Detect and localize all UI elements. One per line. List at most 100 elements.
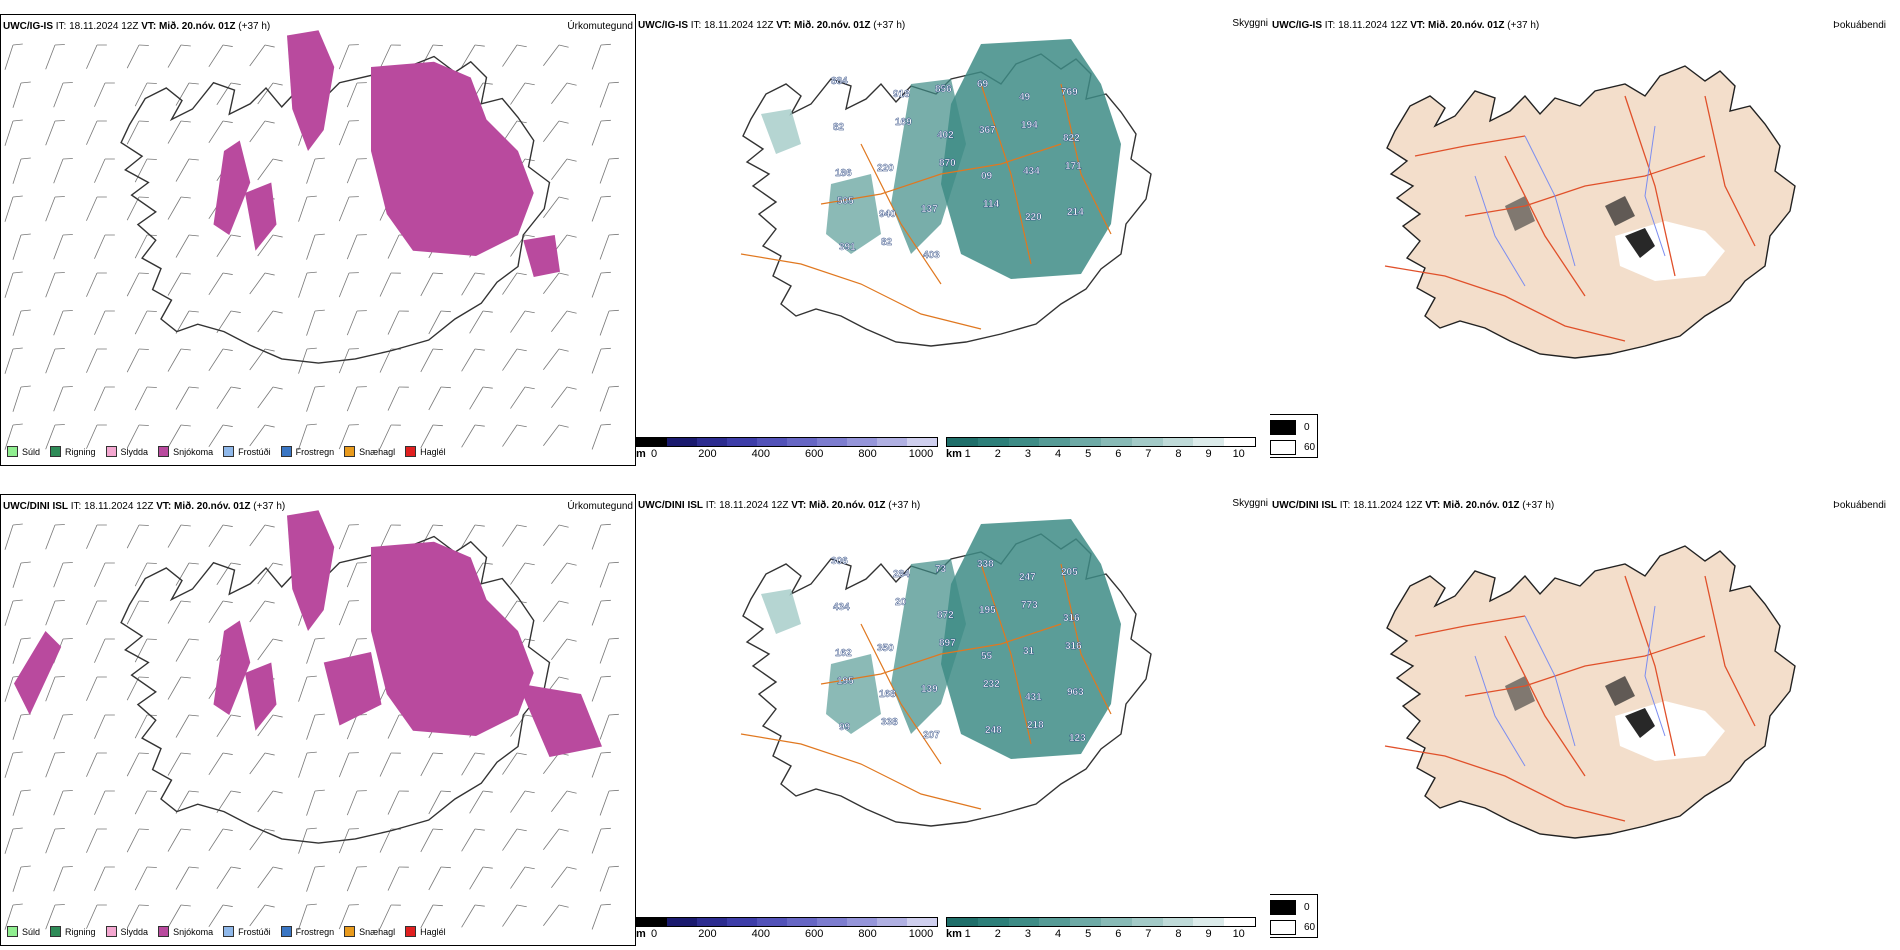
wind-barb-staff	[4, 828, 14, 854]
wind-barb	[94, 638, 115, 663]
snow-area	[244, 182, 277, 251]
wind-barb-flag	[474, 828, 485, 831]
wind-barb	[134, 158, 157, 183]
colorbar-bin	[727, 438, 757, 446]
wind-barb	[591, 827, 611, 854]
wind-barb-staff	[134, 866, 148, 891]
wind-barb-staff	[216, 386, 232, 410]
wind-barb	[167, 524, 191, 548]
wind-barb	[12, 81, 31, 108]
wind-barb-staff	[461, 828, 476, 852]
legend-swatch	[223, 446, 235, 457]
wind-barb-flag	[180, 348, 191, 351]
wind-barb-flag	[264, 348, 275, 352]
wind-barb	[510, 310, 535, 333]
wind-barb-flag	[54, 44, 65, 46]
wind-barb	[510, 386, 535, 409]
wind-barb-flag	[348, 904, 359, 906]
wind-barb-flag	[138, 348, 149, 350]
ceiling-label: 884	[831, 76, 848, 87]
wind-barb-flag	[20, 157, 31, 160]
panel-type-label: Þokuábendi	[1833, 500, 1886, 511]
wind-barb-staff	[45, 120, 56, 146]
wind-barb	[86, 44, 107, 69]
wind-barb	[257, 866, 283, 889]
wind-barb-flag	[516, 828, 527, 832]
visibility-colorbar-ticks: km 1 2 3 4 5 6 7 8 9 10	[946, 447, 1256, 461]
wind-barb	[249, 600, 275, 623]
wind-barb	[86, 752, 107, 777]
wind-barb	[338, 44, 359, 70]
fog-legend-row: 0	[1270, 900, 1310, 915]
ceiling-colorbar-ticks: m 0 200 400 600 800 1000	[636, 447, 938, 461]
precip-map	[4, 30, 619, 450]
snow-area	[244, 662, 277, 731]
wind-barb	[86, 196, 107, 221]
wind-barb	[599, 309, 619, 336]
colorbar-tick: 3	[1024, 448, 1031, 460]
colorbar-tick: 200	[698, 928, 717, 940]
wind-barb	[257, 386, 283, 409]
wind-barb-staff	[591, 524, 602, 550]
legend-swatch	[158, 446, 170, 457]
wind-barb-flag	[104, 158, 115, 160]
wind-barb	[599, 713, 619, 740]
legend-swatch	[105, 926, 117, 937]
wind-barb-staff	[249, 120, 266, 143]
wind-barb-flag	[180, 828, 191, 831]
wind-barb-flag	[600, 195, 611, 198]
wind-barb-flag	[306, 903, 317, 906]
wind-barb-staff	[591, 752, 602, 778]
wind-barb	[4, 751, 23, 778]
wind-barb-flag	[356, 790, 367, 792]
wind-barb-staff	[306, 234, 316, 260]
wind-barb-flag	[600, 423, 611, 426]
wind-barb-staff	[461, 348, 476, 372]
wind-barb-staff	[346, 234, 358, 260]
panel-title: UWC/DINI ISL IT: 18.11.2024 12Z VT: Mið.…	[1272, 500, 1555, 511]
wind-barb-staff	[599, 310, 610, 336]
wind-barb-staff	[338, 272, 350, 298]
wind-barb	[543, 424, 569, 447]
wind-barb	[502, 348, 527, 371]
wind-barb-flag	[96, 44, 107, 46]
wind-barb	[94, 562, 115, 587]
wind-barb	[12, 865, 31, 892]
wind-barb-flag	[12, 43, 23, 46]
wind-barb-staff	[387, 310, 400, 335]
wind-barb-staff	[86, 120, 98, 145]
wind-barb	[45, 44, 65, 70]
precip-legend: Súld Rigning Slydda Snjókoma Frostúði Frostre…	[7, 446, 446, 457]
wind-barb-staff	[134, 790, 148, 815]
colorbar-tick: 2	[994, 448, 1001, 460]
wind-barb	[175, 866, 199, 890]
wind-barb	[134, 386, 157, 411]
wind-barb-flag	[608, 81, 619, 84]
wind-barb	[599, 561, 619, 588]
wind-barb-flag	[348, 828, 359, 830]
wind-barb-flag	[272, 82, 283, 86]
wind-barb-staff	[502, 424, 518, 447]
wind-barb-staff	[306, 714, 316, 740]
wind-barb-staff	[257, 790, 274, 813]
low-visibility-area	[891, 559, 966, 734]
wind-barb-flag	[516, 272, 527, 276]
wind-barb-staff	[53, 310, 64, 336]
wind-barb-staff	[53, 562, 64, 588]
wind-barb-staff	[86, 600, 98, 625]
colorbar-bin	[907, 438, 937, 446]
wind-barb	[338, 120, 359, 146]
wind-barb-staff	[86, 828, 98, 853]
precip-legend-item: Frostregn	[280, 926, 334, 937]
road-line	[1504, 155, 1586, 297]
wind-barb	[543, 272, 569, 295]
wind-barb-flag	[12, 599, 23, 602]
wind-barb-staff	[126, 904, 140, 929]
wind-barb	[502, 828, 527, 851]
colorbar-bin	[757, 918, 787, 926]
wind-barb-staff	[167, 196, 182, 220]
wind-barb-staff	[502, 44, 518, 67]
wind-barb-flag	[180, 196, 191, 199]
colorbar-bin	[1162, 438, 1194, 446]
wind-barb-flag	[104, 790, 115, 792]
